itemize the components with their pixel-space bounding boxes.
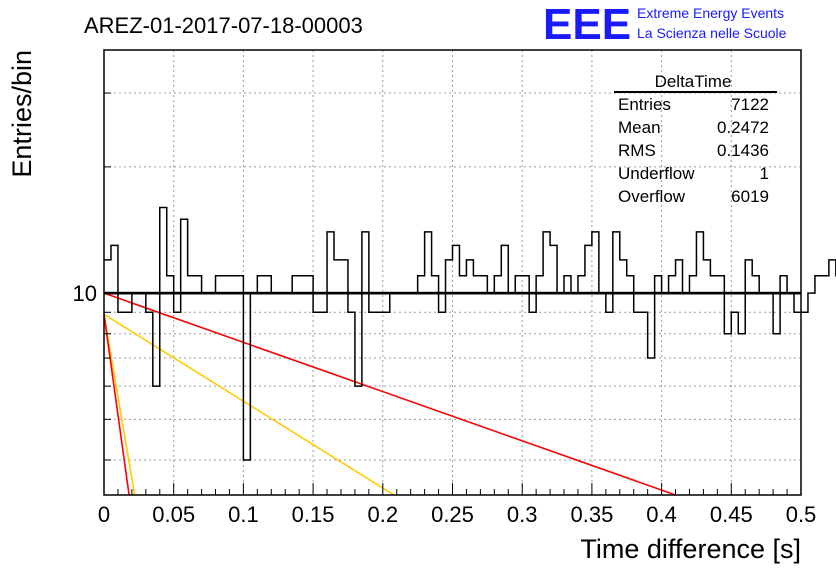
x-tick-label: 0.35 xyxy=(570,502,613,527)
stats-row-value: 0.1436 xyxy=(717,141,769,160)
x-axis-label: Time difference [s] xyxy=(580,534,801,564)
x-tick-label: 0.2 xyxy=(368,502,399,527)
stats-row-value: 7122 xyxy=(731,95,769,114)
x-tick-label: 0.05 xyxy=(152,502,195,527)
stats-title: DeltaTime xyxy=(655,72,732,91)
stats-row-value: 0.2472 xyxy=(717,118,769,137)
stats-row-value: 6019 xyxy=(731,187,769,206)
fit-line-3 xyxy=(103,314,136,496)
fit-line-1 xyxy=(103,292,676,496)
stats-row-label: Entries xyxy=(618,95,671,114)
stats-row-label: Underflow xyxy=(618,164,695,183)
x-tick-label: 0.4 xyxy=(646,502,677,527)
x-tick-label: 0.15 xyxy=(292,502,335,527)
x-tick-label: 0.25 xyxy=(431,502,474,527)
chart-title: AREZ-01-2017-07-18-00003 xyxy=(84,13,363,38)
x-tick-label: 0.45 xyxy=(710,502,753,527)
eee-logo: EEE Extreme Energy Events La Scienza nel… xyxy=(543,0,787,49)
stats-row-value: 1 xyxy=(760,164,769,183)
histogram xyxy=(104,206,836,461)
logo-line-1: Extreme Energy Events xyxy=(637,5,784,21)
y-tick-label: 10 xyxy=(73,281,97,306)
y-axis: 10 xyxy=(73,92,118,461)
y-axis-label: Entries/bin xyxy=(7,50,37,178)
x-tick-label: 0.1 xyxy=(228,502,259,527)
x-axis: 0 0.05 0.1 0.15 0.2 0.25 0.3 0.35 0.4 0.45 0.5 xyxy=(98,483,816,527)
stats-row-label: RMS xyxy=(618,141,656,160)
x-tick-label: 0.3 xyxy=(507,502,538,527)
stats-row-label: Overflow xyxy=(618,187,686,206)
x-tick-label: 0.5 xyxy=(786,502,817,527)
stats-box: DeltaTime Entries 7122 Mean 0.2472 RMS 0.1436… xyxy=(614,72,777,206)
fit-line-4 xyxy=(103,314,130,496)
histogram-steps xyxy=(104,206,836,461)
stats-row-label: Mean xyxy=(618,118,661,137)
eee-logo-text: EEE xyxy=(543,0,631,49)
logo-line-2: La Scienza nelle Scuole xyxy=(637,25,787,41)
x-tick-label: 0 xyxy=(98,502,110,527)
